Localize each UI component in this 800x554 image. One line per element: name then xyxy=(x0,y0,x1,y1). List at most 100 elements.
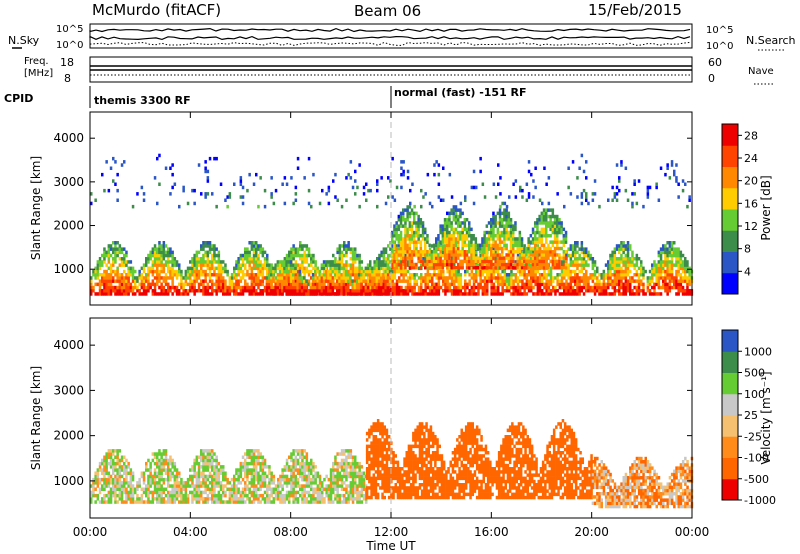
heatmap-cell xyxy=(624,266,628,271)
heatmap-cell xyxy=(518,246,522,251)
heatmap-cell xyxy=(270,263,273,267)
heatmap-cell xyxy=(409,201,412,206)
heatmap-cell xyxy=(237,292,240,296)
heatmap-cell xyxy=(169,250,172,255)
heatmap-cell xyxy=(358,163,361,167)
heatmap-cell xyxy=(180,481,183,485)
heatmap-cell xyxy=(569,269,573,274)
heatmap-cell xyxy=(498,256,502,260)
heatmap-cell xyxy=(261,289,265,293)
heatmap-cell xyxy=(171,257,174,261)
heatmap-cell xyxy=(109,490,113,495)
heatmap-cell xyxy=(360,279,364,283)
heatmap-cell xyxy=(351,292,354,296)
heatmap-cell xyxy=(300,279,304,283)
heatmap-cell xyxy=(540,227,544,232)
heatmap-cell xyxy=(129,468,133,472)
heatmap-cell xyxy=(305,260,309,264)
heatmap-cell xyxy=(169,166,172,170)
heatmap-cell xyxy=(153,276,157,280)
heatmap-cell xyxy=(389,253,392,258)
heatmap-cell xyxy=(399,211,403,216)
heatmap-cell xyxy=(285,260,288,264)
heatmap-cell xyxy=(255,247,258,251)
heatmap-cell xyxy=(322,285,326,290)
heatmap-cell xyxy=(490,262,493,267)
heatmap-cell xyxy=(134,276,137,280)
heatmap-cell xyxy=(114,455,117,459)
heatmap-cell xyxy=(475,279,478,283)
heatmap-cell xyxy=(479,269,482,274)
heatmap-cell xyxy=(578,257,581,261)
heatmap-cell xyxy=(527,195,531,199)
heatmap-cell xyxy=(369,266,372,271)
heatmap-cell xyxy=(204,160,207,164)
heatmap-cell xyxy=(107,253,111,258)
heatmap-cell xyxy=(366,269,370,274)
heatmap-cell xyxy=(538,289,542,293)
heatmap-cell xyxy=(446,250,449,254)
heatmap-cell xyxy=(547,279,551,283)
heatmap-cell xyxy=(167,260,170,264)
heatmap-cell xyxy=(673,169,676,174)
heatmap-cell xyxy=(635,273,639,277)
heatmap-cell xyxy=(463,224,467,228)
heatmap-cell xyxy=(662,276,665,280)
heatmap-cell xyxy=(494,266,497,270)
heatmap-cell xyxy=(162,477,166,482)
heatmap-cell xyxy=(184,292,188,296)
heatmap-cell xyxy=(391,237,394,241)
heatmap-cell xyxy=(261,250,265,255)
heatmap-cell xyxy=(530,172,533,177)
heatmap-cell xyxy=(611,260,614,264)
heatmap-cell xyxy=(219,260,223,264)
heatmap-cell xyxy=(180,490,183,495)
heatmap-cell xyxy=(437,195,441,199)
heatmap-cell xyxy=(527,250,530,254)
heatmap-cell xyxy=(98,481,102,485)
heatmap-cell xyxy=(509,227,513,232)
heatmap-cell xyxy=(142,292,146,296)
heatmap-cell xyxy=(206,244,210,248)
heatmap-cell xyxy=(483,289,487,293)
heatmap-cell xyxy=(296,269,300,274)
heatmap-cell xyxy=(465,230,469,235)
heatmap-cell xyxy=(457,237,460,241)
heatmap-cell xyxy=(197,257,201,261)
heatmap-cell xyxy=(244,247,247,251)
heatmap-cell xyxy=(129,266,133,271)
heatmap-cell xyxy=(298,292,302,296)
heatmap-cell xyxy=(585,289,588,293)
heatmap-cell xyxy=(230,273,234,277)
station-title: McMurdo (fitACF) xyxy=(92,1,221,19)
heatmap-cell xyxy=(211,247,214,251)
heatmap-cell xyxy=(151,481,155,485)
heatmap-cell xyxy=(120,276,124,280)
heatmap-cell xyxy=(402,224,405,228)
heatmap-cell xyxy=(338,257,342,261)
heatmap-cell xyxy=(560,227,563,232)
heatmap-cell xyxy=(417,218,420,222)
heatmap-cell xyxy=(287,273,291,277)
heatmap-cell xyxy=(424,237,427,241)
heatmap-cell xyxy=(364,282,368,287)
heatmap-cell xyxy=(182,497,185,501)
heatmap-cell xyxy=(299,257,302,261)
heatmap-cell xyxy=(459,282,463,287)
heatmap-cell xyxy=(659,250,663,255)
heatmap-cell xyxy=(543,292,546,296)
heatmap-cell xyxy=(475,273,478,277)
heatmap-cell xyxy=(525,276,529,280)
heatmap-cell xyxy=(664,289,667,293)
heatmap-cell xyxy=(560,282,564,287)
heatmap-cell xyxy=(362,285,365,290)
heatmap-cell xyxy=(576,292,579,296)
heatmap-cell xyxy=(580,192,584,196)
heatmap-cell xyxy=(384,247,388,251)
heatmap-cell xyxy=(134,487,137,491)
heatmap-cell xyxy=(424,285,427,290)
heatmap-cell xyxy=(426,285,430,290)
heatmap-cell xyxy=(591,273,595,277)
heatmap-cell xyxy=(384,292,387,296)
heatmap-cell xyxy=(290,176,293,180)
